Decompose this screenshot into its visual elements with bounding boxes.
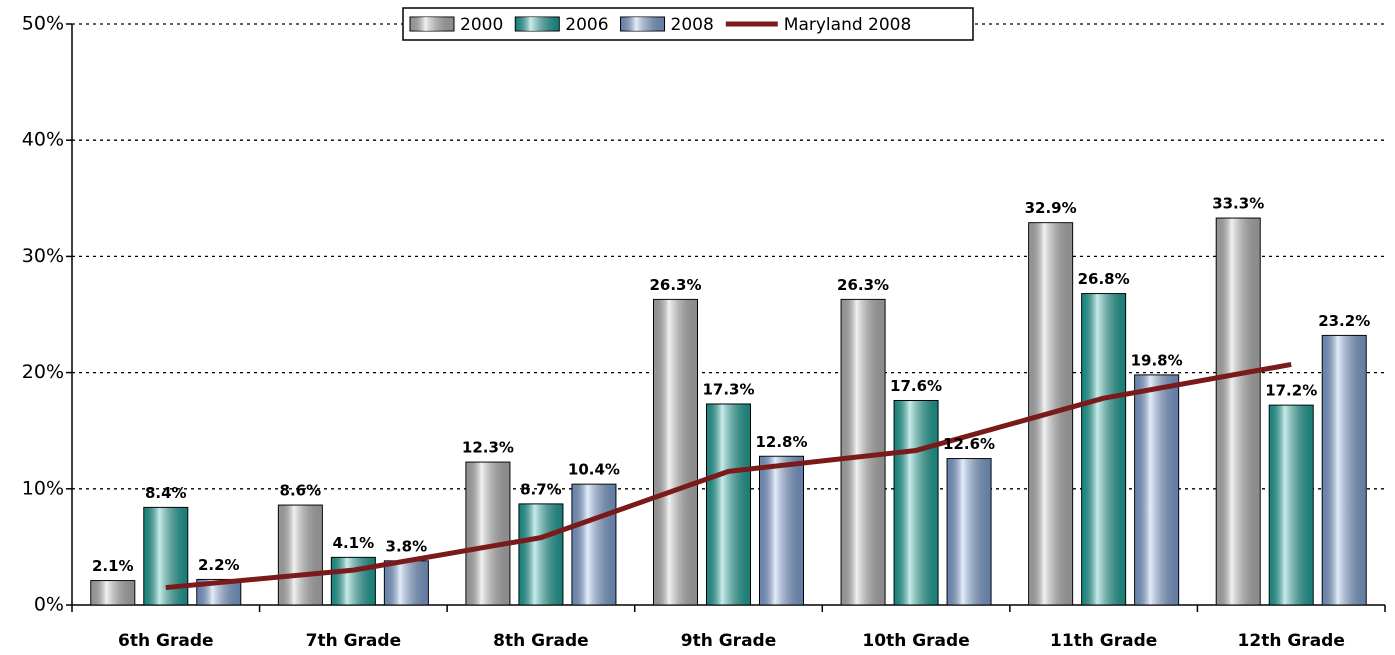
data-label: 23.2% xyxy=(1318,312,1370,330)
bar-shine xyxy=(519,504,563,605)
legend: 2000 2006 2008 Maryland 2008 xyxy=(402,7,974,41)
data-label: 2.2% xyxy=(198,556,240,574)
y-tick-label: 0% xyxy=(34,594,64,616)
data-label: 19.8% xyxy=(1131,351,1183,369)
legend-shine xyxy=(620,17,665,31)
legend-label: 2006 xyxy=(565,15,608,35)
bars xyxy=(90,217,1367,606)
bar-shine xyxy=(278,505,322,605)
data-label: 8.6% xyxy=(280,482,322,500)
bar-shine xyxy=(331,557,375,605)
data-label: 12.8% xyxy=(755,433,807,451)
line xyxy=(165,362,1292,591)
data-label: 10.4% xyxy=(568,461,620,479)
data-label: 4.1% xyxy=(333,534,375,552)
data-label: 2.1% xyxy=(92,557,134,575)
bar-shine xyxy=(1135,375,1179,605)
x-tick-label: 8th Grade xyxy=(493,631,588,651)
data-label: 8.4% xyxy=(145,484,187,502)
x-tick-label: 7th Grade xyxy=(306,631,401,651)
data-label: 26.3% xyxy=(837,276,889,294)
legend-label: 2000 xyxy=(460,15,503,35)
bar-shine xyxy=(1082,294,1126,605)
data-label: 17.6% xyxy=(890,377,942,395)
x-tick-label: 11th Grade xyxy=(1050,631,1157,651)
legend-label: 2008 xyxy=(671,15,714,35)
data-label: 12.6% xyxy=(943,435,995,453)
bar-shine xyxy=(572,484,616,605)
y-tick-label: 20% xyxy=(22,361,64,383)
data-label: 17.3% xyxy=(702,380,754,398)
data-label: 26.3% xyxy=(649,276,701,294)
legend-box xyxy=(402,7,974,41)
labels: 0% 10% 20% 30% 40% 50% 6th Grade 7th Grade 8th G… xyxy=(22,13,1370,652)
bar-shine xyxy=(654,299,697,605)
bar-shine xyxy=(1216,218,1260,605)
x-tick-label: 10th Grade xyxy=(862,631,969,651)
y-tick-label: 40% xyxy=(22,129,64,151)
bar-shine xyxy=(91,581,135,605)
data-label: 3.8% xyxy=(386,537,428,555)
data-label: 8.7% xyxy=(520,480,562,498)
x-tick-label: 12th Grade xyxy=(1238,631,1345,651)
bar-shine xyxy=(466,462,510,605)
bar-shine xyxy=(144,507,188,605)
legend-shine xyxy=(410,17,454,31)
bar-shine xyxy=(841,299,885,605)
x-tick-label: 6th Grade xyxy=(118,631,213,651)
bar-shine xyxy=(947,459,991,605)
y-tick-label: 30% xyxy=(22,245,64,267)
bar-shine xyxy=(707,404,750,605)
bar-shine xyxy=(894,400,938,605)
legend-shine xyxy=(515,17,560,31)
data-label: 17.2% xyxy=(1265,382,1317,400)
lines xyxy=(165,362,1292,591)
data-label: 12.3% xyxy=(462,439,514,457)
bar-shine xyxy=(1269,405,1313,605)
bar-shine xyxy=(1322,335,1366,605)
x-tick-label: 9th Grade xyxy=(681,631,776,651)
data-label: 33.3% xyxy=(1212,195,1264,213)
bar-shine xyxy=(384,561,428,605)
y-tick-label: 50% xyxy=(22,13,64,35)
bar-shine xyxy=(760,456,803,605)
y-tick-label: 10% xyxy=(22,477,64,499)
data-label: 32.9% xyxy=(1025,199,1077,217)
data-label: 26.8% xyxy=(1078,270,1130,288)
legend-label: Maryland 2008 xyxy=(784,15,912,35)
